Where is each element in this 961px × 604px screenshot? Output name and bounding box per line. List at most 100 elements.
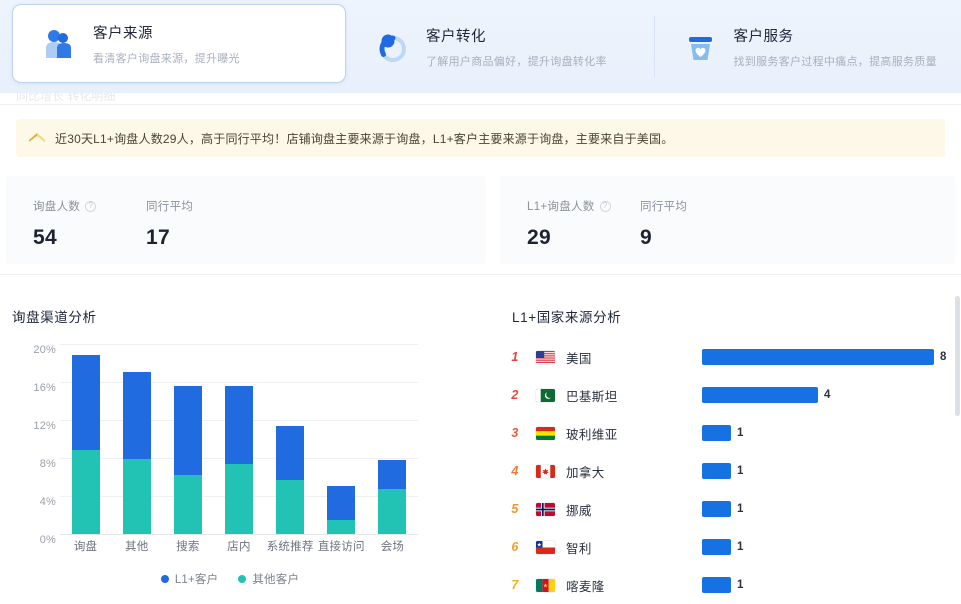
bar-column[interactable] xyxy=(213,344,264,534)
legend-label: L1+客户 xyxy=(175,571,219,587)
rank-bar xyxy=(702,463,731,479)
plot-area xyxy=(60,344,418,534)
clipped-row-above-banner: 同比增长 转化明细 xyxy=(0,93,961,109)
rank-value: 1 xyxy=(737,579,743,591)
x-axis-label: 其他 xyxy=(111,538,162,554)
rank-bar xyxy=(702,349,934,365)
flag-no-icon xyxy=(536,503,555,516)
y-axis-tick: 8% xyxy=(12,458,56,470)
refresh-cycle-icon xyxy=(372,27,412,67)
metric-value: 29 xyxy=(527,226,640,250)
legend-item-l1[interactable]: L1+客户 xyxy=(161,571,219,587)
bar-segment-other xyxy=(327,520,355,534)
rank-number: 4 xyxy=(502,464,528,478)
rank-value: 1 xyxy=(737,427,743,439)
divider xyxy=(0,104,961,105)
y-axis-tick: 20% xyxy=(12,344,56,356)
rank-bar-track: 1 xyxy=(702,463,952,479)
bar-column[interactable] xyxy=(265,344,316,534)
info-icon[interactable]: ? xyxy=(85,201,96,212)
insight-banner: 近30天L1+询盘人数29人，高于同行平均！店铺询盘主要来源于询盘，L1+客户主… xyxy=(16,119,945,157)
metric-l1-inquiry-count: L1+询盘人数 ? 29 xyxy=(527,198,640,264)
insight-banner-text: 近30天L1+询盘人数29人，高于同行平均！店铺询盘主要来源于询盘，L1+客户主… xyxy=(55,130,673,147)
gridline xyxy=(60,534,418,535)
y-axis-tick: 16% xyxy=(12,382,56,394)
metric-peer-average-inquiry: 同行平均 17 xyxy=(146,198,259,264)
tab-title: 客户转化 xyxy=(426,25,607,46)
tab-customer-conversion[interactable]: 客户转化 了解用户商品偏好，提升询盘转化率 xyxy=(346,0,654,93)
x-axis-label: 店内 xyxy=(213,538,264,554)
stacked-bar-chart: 0%4%8%12%16%20% 询盘其他搜索店内系统推荐直接访问会场 xyxy=(10,338,425,550)
bar-column[interactable] xyxy=(111,344,162,534)
module-tab-strip: 客户来源 看清客户询盘来源，提升曝光 客户转化 了解用户商品偏好，提升询盘转化率 xyxy=(0,0,961,93)
bar-column[interactable] xyxy=(162,344,213,534)
flag-us-icon xyxy=(536,351,555,364)
bar-column[interactable] xyxy=(316,344,367,534)
country-rank-row[interactable]: 3 玻利维亚 1 xyxy=(502,414,957,452)
rank-number: 5 xyxy=(502,502,528,516)
rank-value: 1 xyxy=(737,541,743,553)
rank-bar-track: 1 xyxy=(702,577,952,593)
metric-label: 同行平均 xyxy=(640,198,753,214)
metric-label-text: 同行平均 xyxy=(146,198,193,214)
country-name: 智利 xyxy=(566,538,592,557)
scrollbar-thumb[interactable] xyxy=(955,296,960,416)
rank-number: 3 xyxy=(502,426,528,440)
tab-customer-service[interactable]: 客户服务 找到服务客户过程中痛点，提高服务质量 xyxy=(654,0,961,93)
rank-bar xyxy=(702,387,818,403)
legend-dot-blue xyxy=(161,575,169,583)
flag-ca-icon xyxy=(536,465,555,478)
legend-label: 其他客户 xyxy=(252,571,299,587)
rank-bar xyxy=(702,577,731,593)
legend-item-other[interactable]: 其他客户 xyxy=(238,571,299,587)
bar-column[interactable] xyxy=(367,344,418,534)
tab-subtitle: 找到服务客户过程中痛点，提高服务质量 xyxy=(734,53,937,69)
metric-value: 54 xyxy=(33,226,146,250)
bar-columns xyxy=(60,344,418,534)
rank-number: 2 xyxy=(502,388,528,402)
flag-bo-icon xyxy=(536,427,555,440)
y-axis-tick: 12% xyxy=(12,420,56,432)
rank-bar-track: 8 xyxy=(702,349,952,365)
rank-bar-track: 1 xyxy=(702,539,952,555)
chart-legend: L1+客户 其他客户 xyxy=(60,571,400,587)
x-axis-label: 搜索 xyxy=(162,538,213,554)
y-axis: 0%4%8%12%16%20% xyxy=(10,344,56,534)
flag-cm-icon xyxy=(536,579,555,592)
x-axis-labels: 询盘其他搜索店内系统推荐直接访问会场 xyxy=(60,538,418,554)
bar-segment-l1 xyxy=(174,386,202,475)
country-name: 玻利维亚 xyxy=(566,424,618,443)
country-rank-row[interactable]: 6 智利 1 xyxy=(502,528,957,566)
x-axis-label: 询盘 xyxy=(60,538,111,554)
metric-value: 17 xyxy=(146,226,259,250)
bar-segment-other xyxy=(123,459,151,534)
tab-subtitle: 了解用户商品偏好，提升询盘转化率 xyxy=(426,53,607,69)
tab-title: 客户来源 xyxy=(93,22,240,43)
metrics-row: 询盘人数 ? 54 同行平均 17 L1+询盘人数 ? 29 同行平均 9 xyxy=(0,176,961,264)
flag-pk-icon xyxy=(536,389,555,402)
metric-label-text: 同行平均 xyxy=(640,198,687,214)
bar-column[interactable] xyxy=(60,344,111,534)
service-cup-heart-icon xyxy=(680,27,720,67)
tab-customer-source[interactable]: 客户来源 看清客户询盘来源，提升曝光 xyxy=(12,4,346,83)
rank-value: 8 xyxy=(940,351,946,363)
x-axis-label: 会场 xyxy=(367,538,418,554)
bar-segment-other xyxy=(72,450,100,534)
metric-peer-average-l1: 同行平均 9 xyxy=(640,198,753,264)
country-name: 挪威 xyxy=(566,500,592,519)
info-icon[interactable]: ? xyxy=(600,201,611,212)
charts-region: 询盘渠道分析 0%4%8%12%16%20% 询盘其他搜索店内系统推荐直接访问会… xyxy=(0,288,961,598)
legend-dot-teal xyxy=(238,575,246,583)
bar-segment-l1 xyxy=(378,460,406,489)
panel-inquiry-channel: 询盘渠道分析 0%4%8%12%16%20% 询盘其他搜索店内系统推荐直接访问会… xyxy=(0,288,490,598)
page-scrollbar[interactable] xyxy=(955,296,960,596)
rank-number: 6 xyxy=(502,540,528,554)
rank-bar xyxy=(702,501,731,517)
